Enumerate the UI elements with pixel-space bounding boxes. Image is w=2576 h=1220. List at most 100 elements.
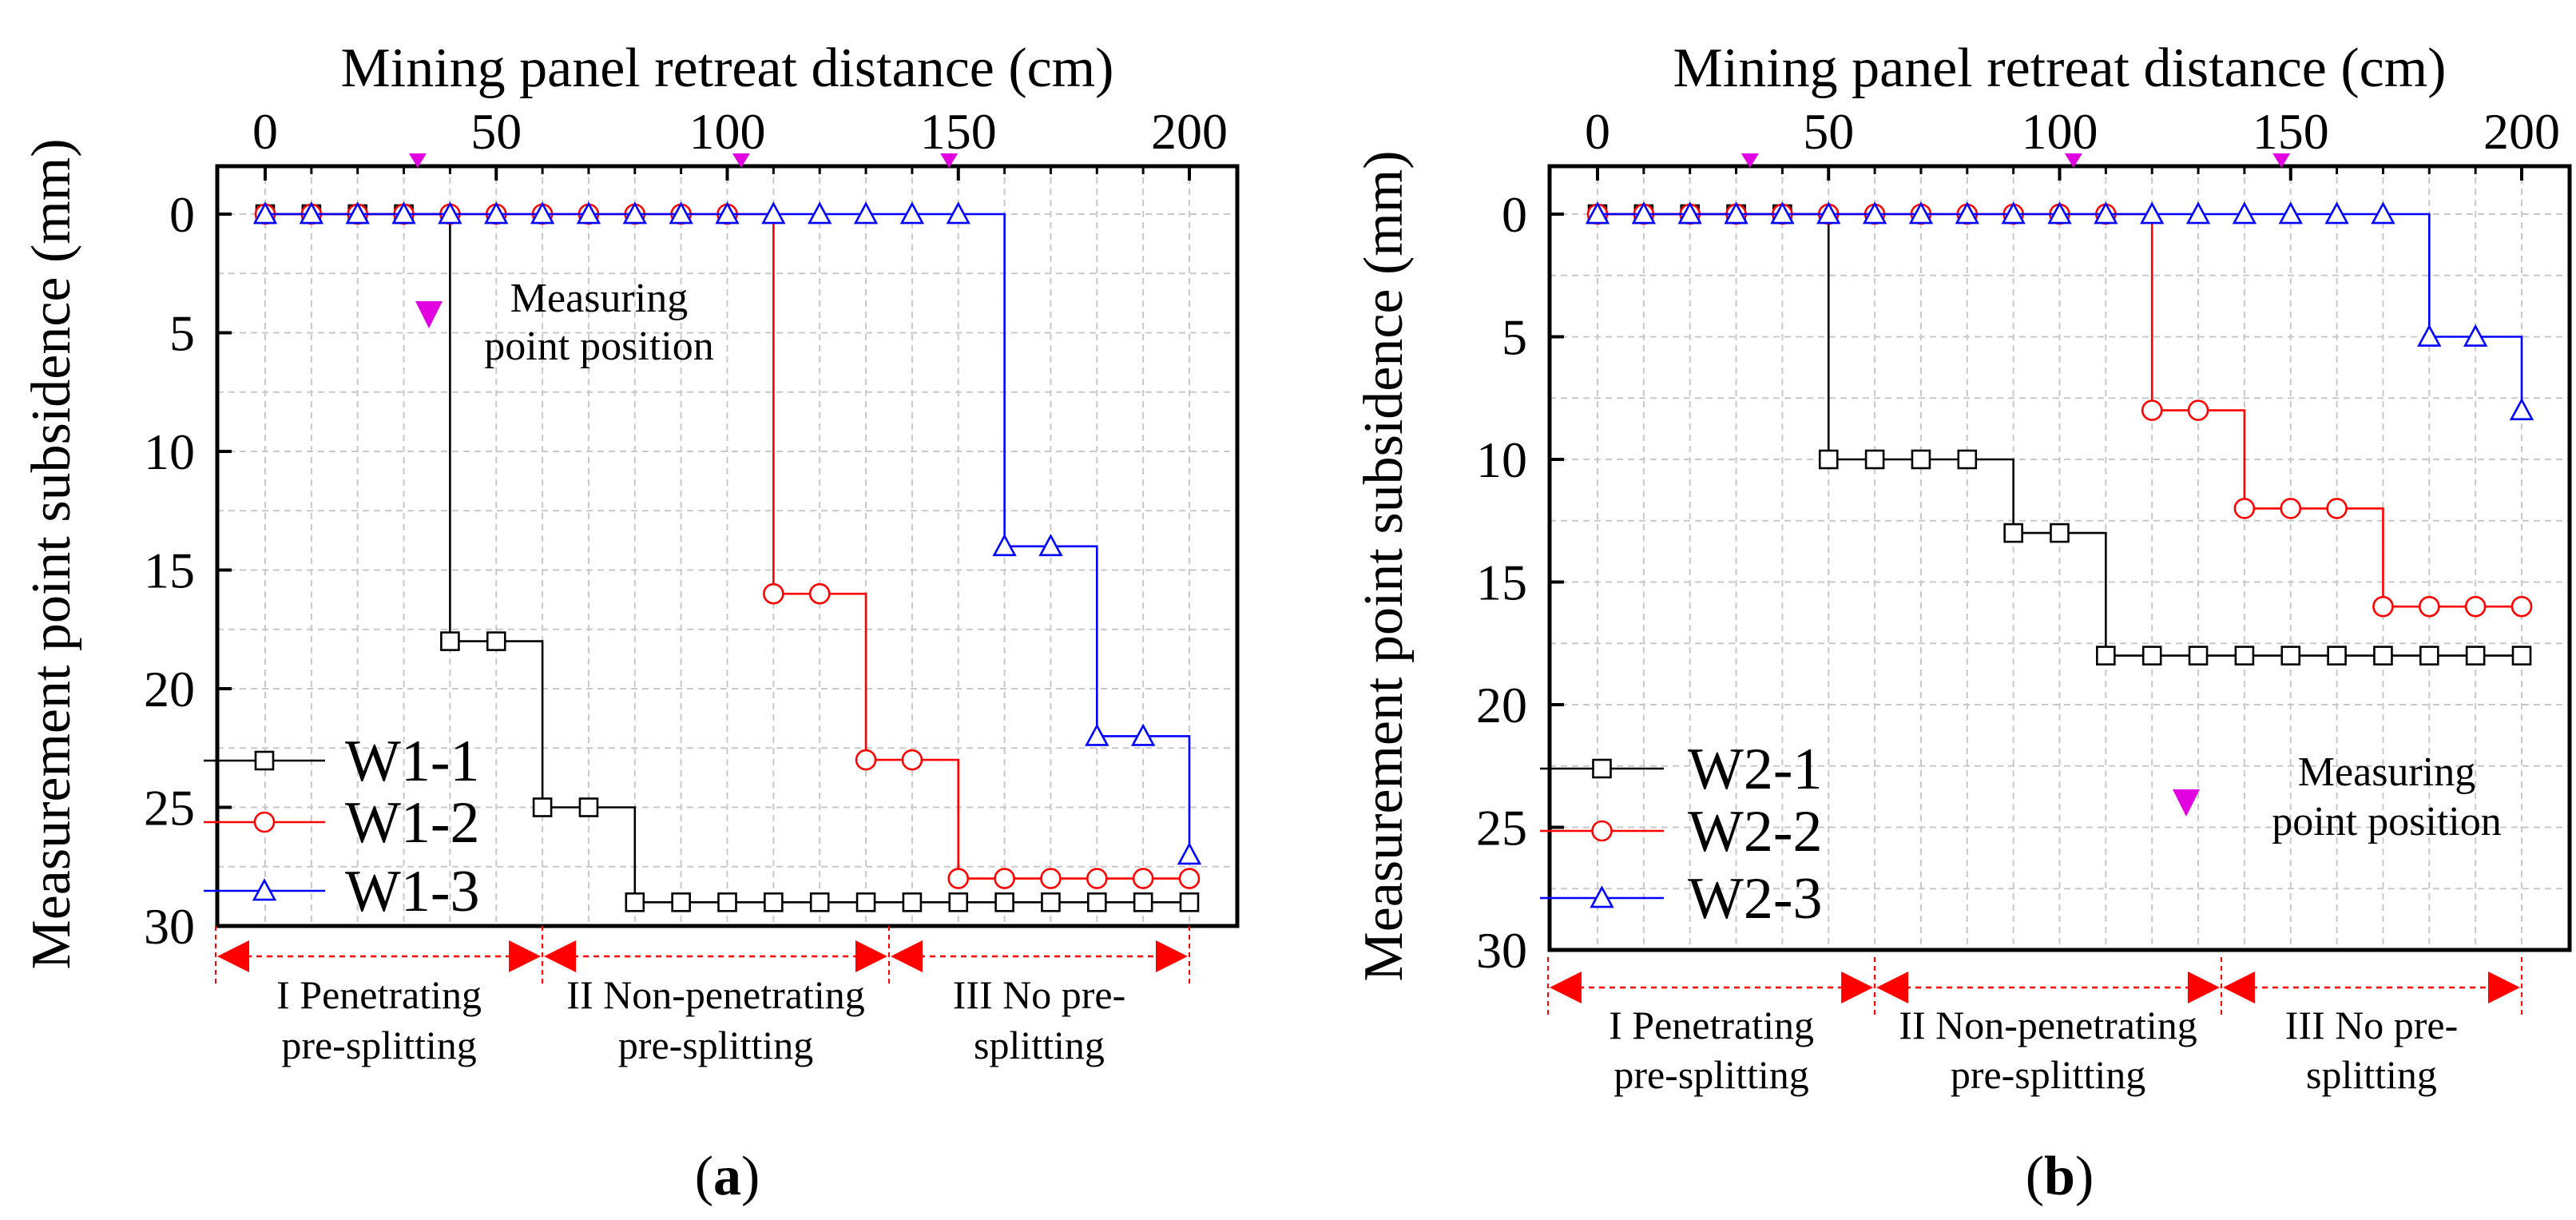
data-point-W1-1 xyxy=(532,797,553,817)
regions: I Penetrating pre-splitting II Non-penetra… xyxy=(1547,957,2522,1097)
data-point-W1-1 xyxy=(486,631,506,651)
data-point-W2-1 xyxy=(1818,449,1839,470)
series-W2-2 xyxy=(1586,203,2533,618)
data-point-W2-3 xyxy=(1724,201,1748,225)
legend-marker-W2-3 xyxy=(1590,885,1614,908)
data-point-W1-2 xyxy=(763,582,784,605)
legend: W1-1W1-2W1-3 xyxy=(204,729,480,924)
data-point-W2-3 xyxy=(2509,397,2534,420)
legend-label-W1-3: W1-3 xyxy=(345,859,480,924)
region-arrowhead-left xyxy=(1550,972,1582,1003)
region-label-line1: III No pre- xyxy=(953,972,1126,1017)
region-arrowhead-left xyxy=(1876,972,1909,1003)
data-point-W1-3 xyxy=(761,201,786,225)
data-point-W1-3 xyxy=(530,201,555,225)
data-point-W2-2 xyxy=(2187,399,2209,421)
data-point-W2-2 xyxy=(2233,498,2256,519)
data-point-W1-3 xyxy=(899,201,925,225)
data-point-W2-1 xyxy=(1864,449,1885,470)
data-point-W2-3 xyxy=(2094,201,2118,225)
data-point-W2-3 xyxy=(2140,201,2165,225)
data-point-W1-2 xyxy=(1178,868,1201,889)
x-tick-label: 0 xyxy=(252,103,278,160)
legend-label-W2-2: W2-2 xyxy=(1688,799,1823,864)
region-label-line2: pre-splitting xyxy=(281,1023,476,1067)
data-point-W2-3 xyxy=(2371,201,2395,225)
data-point-W2-3 xyxy=(2278,201,2303,225)
y-tick-label: 30 xyxy=(1476,922,1527,979)
series-W2-3 xyxy=(1585,201,2534,420)
data-point-W2-3 xyxy=(2185,201,2211,225)
x-tick-label: 50 xyxy=(470,103,522,160)
chart-panel-a: 0 50 100 150 200 0 5 10 15 20 25 30 Mining panel ret… xyxy=(21,38,1240,1207)
region-arrowhead-left xyxy=(544,940,577,972)
data-point-W2-3 xyxy=(1770,201,1795,225)
legend: W2-1W2-2W2-3 xyxy=(1540,737,1823,932)
data-point-W2-2 xyxy=(2326,498,2348,519)
data-point-W1-3 xyxy=(484,201,509,225)
measuring-point-marker xyxy=(2064,153,2082,168)
region-label-line1: II Non-penetrating xyxy=(566,972,864,1017)
region-label-line2: splitting xyxy=(974,1023,1105,1067)
region-arrowhead-right xyxy=(509,940,542,972)
data-point-W2-3 xyxy=(2232,201,2257,225)
legend-marker-W2-2 xyxy=(1591,820,1613,842)
data-point-W1-3 xyxy=(1130,723,1156,746)
y-tick-label: 30 xyxy=(144,898,195,955)
data-point-W1-3 xyxy=(1177,842,1202,865)
data-point-W1-3 xyxy=(438,201,462,225)
y-tick-label: 15 xyxy=(144,542,195,599)
data-point-W2-3 xyxy=(1908,201,1934,225)
data-point-W2-2 xyxy=(2372,595,2394,618)
data-point-W2-1 xyxy=(2234,646,2255,666)
measuring-point-marker xyxy=(940,153,959,168)
x-tick-label: 100 xyxy=(2022,103,2098,160)
data-point-W2-3 xyxy=(1816,201,1841,225)
data-point-W2-1 xyxy=(2096,646,2116,666)
legend-label-W1-1: W1-1 xyxy=(345,729,480,794)
y-tick-label: 0 xyxy=(169,186,195,243)
data-point-W2-1 xyxy=(2188,646,2209,666)
y-tick-label: 10 xyxy=(144,423,195,480)
data-point-W2-1 xyxy=(1911,449,1931,470)
data-point-W2-2 xyxy=(2511,595,2533,618)
data-point-W1-1 xyxy=(855,892,876,912)
y-tick-label: 25 xyxy=(144,780,195,837)
data-point-W2-3 xyxy=(1585,201,1610,225)
legend-label-W2-3: W2-3 xyxy=(1688,866,1823,932)
data-point-W2-3 xyxy=(2463,324,2488,347)
measuring-point-marker xyxy=(732,153,750,168)
data-point-W2-1 xyxy=(2327,646,2347,666)
data-point-W1-1 xyxy=(994,892,1014,912)
data-point-W1-1 xyxy=(717,892,737,912)
x-tick-label: 0 xyxy=(1585,103,1610,160)
data-point-W2-3 xyxy=(1862,201,1887,225)
legend-marker-W1-3 xyxy=(252,878,277,901)
data-point-W2-1 xyxy=(2511,646,2532,666)
region-arrowhead-right xyxy=(855,940,887,972)
panel-label-b: (b) xyxy=(2026,1146,2094,1207)
data-point-W2-1 xyxy=(2003,523,2023,543)
data-point-W2-3 xyxy=(1631,201,1657,225)
region-label-line2: pre-splitting xyxy=(618,1023,813,1067)
x-tick-label: 200 xyxy=(1151,103,1228,160)
y-axis-title: Measurement point subsidence (mm) xyxy=(21,138,82,969)
data-point-W1-1 xyxy=(440,631,460,651)
y-tick-label: 20 xyxy=(1476,677,1527,733)
region-arrowhead-right xyxy=(2187,972,2220,1003)
data-point-W1-3 xyxy=(992,534,1017,557)
data-point-W2-2 xyxy=(2280,498,2302,519)
region-label-line2: pre-splitting xyxy=(1951,1052,2145,1097)
region-arrowhead-left xyxy=(2222,972,2255,1003)
data-point-W1-3 xyxy=(391,201,416,225)
data-point-W2-3 xyxy=(2417,324,2442,347)
data-point-W2-1 xyxy=(2373,646,2393,666)
data-point-W1-1 xyxy=(1133,892,1153,912)
data-point-W1-3 xyxy=(345,201,370,225)
annotation-marker xyxy=(2173,789,2200,817)
region-label-line1: I Penetrating xyxy=(1609,1003,1814,1047)
x-tick-label: 150 xyxy=(920,103,997,160)
y-tick-label: 5 xyxy=(169,305,195,362)
